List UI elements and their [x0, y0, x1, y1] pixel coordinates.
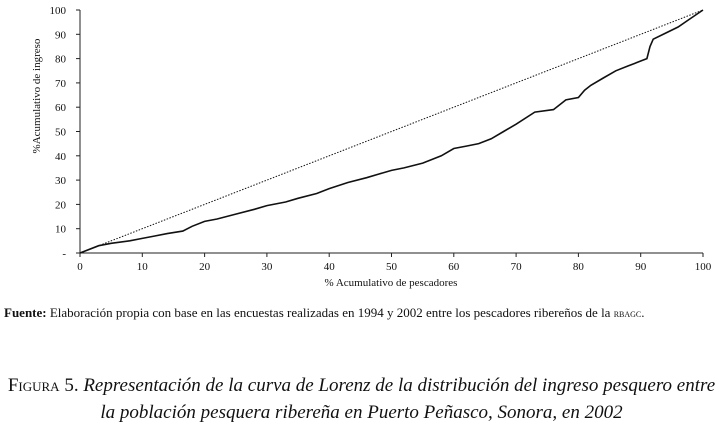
figure-caption: Figura 5. Representación de la curva de …	[0, 372, 723, 426]
x-tick-label: 60	[448, 261, 460, 273]
lorenz-chart: - 10 20 30 40 50 60 70 80 90 100 0 10 20 30 40 50 60 70 80 9…	[31, 5, 712, 289]
chart-axes	[76, 9, 704, 257]
source-acronym: rbagc	[613, 306, 642, 320]
x-axis-title: % Acumulativo de pescadores	[325, 277, 458, 289]
x-tick-label: 30	[261, 261, 273, 273]
x-tick-label: 0	[77, 261, 83, 273]
source-label: Fuente:	[4, 305, 47, 320]
figure-label: Figura 5.	[7, 375, 79, 396]
y-tick-label: 40	[55, 151, 67, 163]
y-tick-label: 70	[55, 78, 67, 90]
y-tick-label: 80	[55, 54, 67, 66]
x-tick-label: 40	[324, 261, 336, 273]
x-tick-label: 90	[635, 261, 647, 273]
x-tick-label: 80	[573, 261, 585, 273]
equality-line	[79, 9, 704, 254]
y-tick-label: 30	[55, 175, 67, 187]
x-tick-label: 10	[137, 261, 149, 273]
chart-series	[79, 9, 704, 254]
x-tick-label: 70	[511, 261, 523, 273]
chart-tick-labels: - 10 20 30 40 50 60 70 80 90 100 0 10 20 30 40 50 60 70 80 9…	[50, 5, 712, 273]
y-tick-label: 20	[55, 199, 67, 211]
y-tick-label: -	[62, 248, 66, 260]
x-tick-label: 20	[199, 261, 211, 273]
source-text: Elaboración propia con base en las encue…	[49, 305, 611, 320]
lorenz-curve	[79, 9, 704, 254]
y-tick-label: 90	[55, 29, 67, 41]
y-tick-label: 100	[50, 5, 67, 17]
y-tick-label: 50	[55, 127, 67, 139]
source-note: Fuente: Elaboración propia con base en l…	[4, 303, 719, 323]
source-end: .	[641, 305, 645, 320]
y-axis-title: %Acumulativo de ingreso	[31, 38, 43, 153]
x-tick-label: 100	[695, 261, 712, 273]
figure-description: Representación de la curva de Lorenz de …	[83, 375, 716, 423]
y-tick-label: 10	[55, 224, 67, 236]
x-tick-label: 50	[386, 261, 398, 273]
y-tick-label: 60	[55, 102, 67, 114]
